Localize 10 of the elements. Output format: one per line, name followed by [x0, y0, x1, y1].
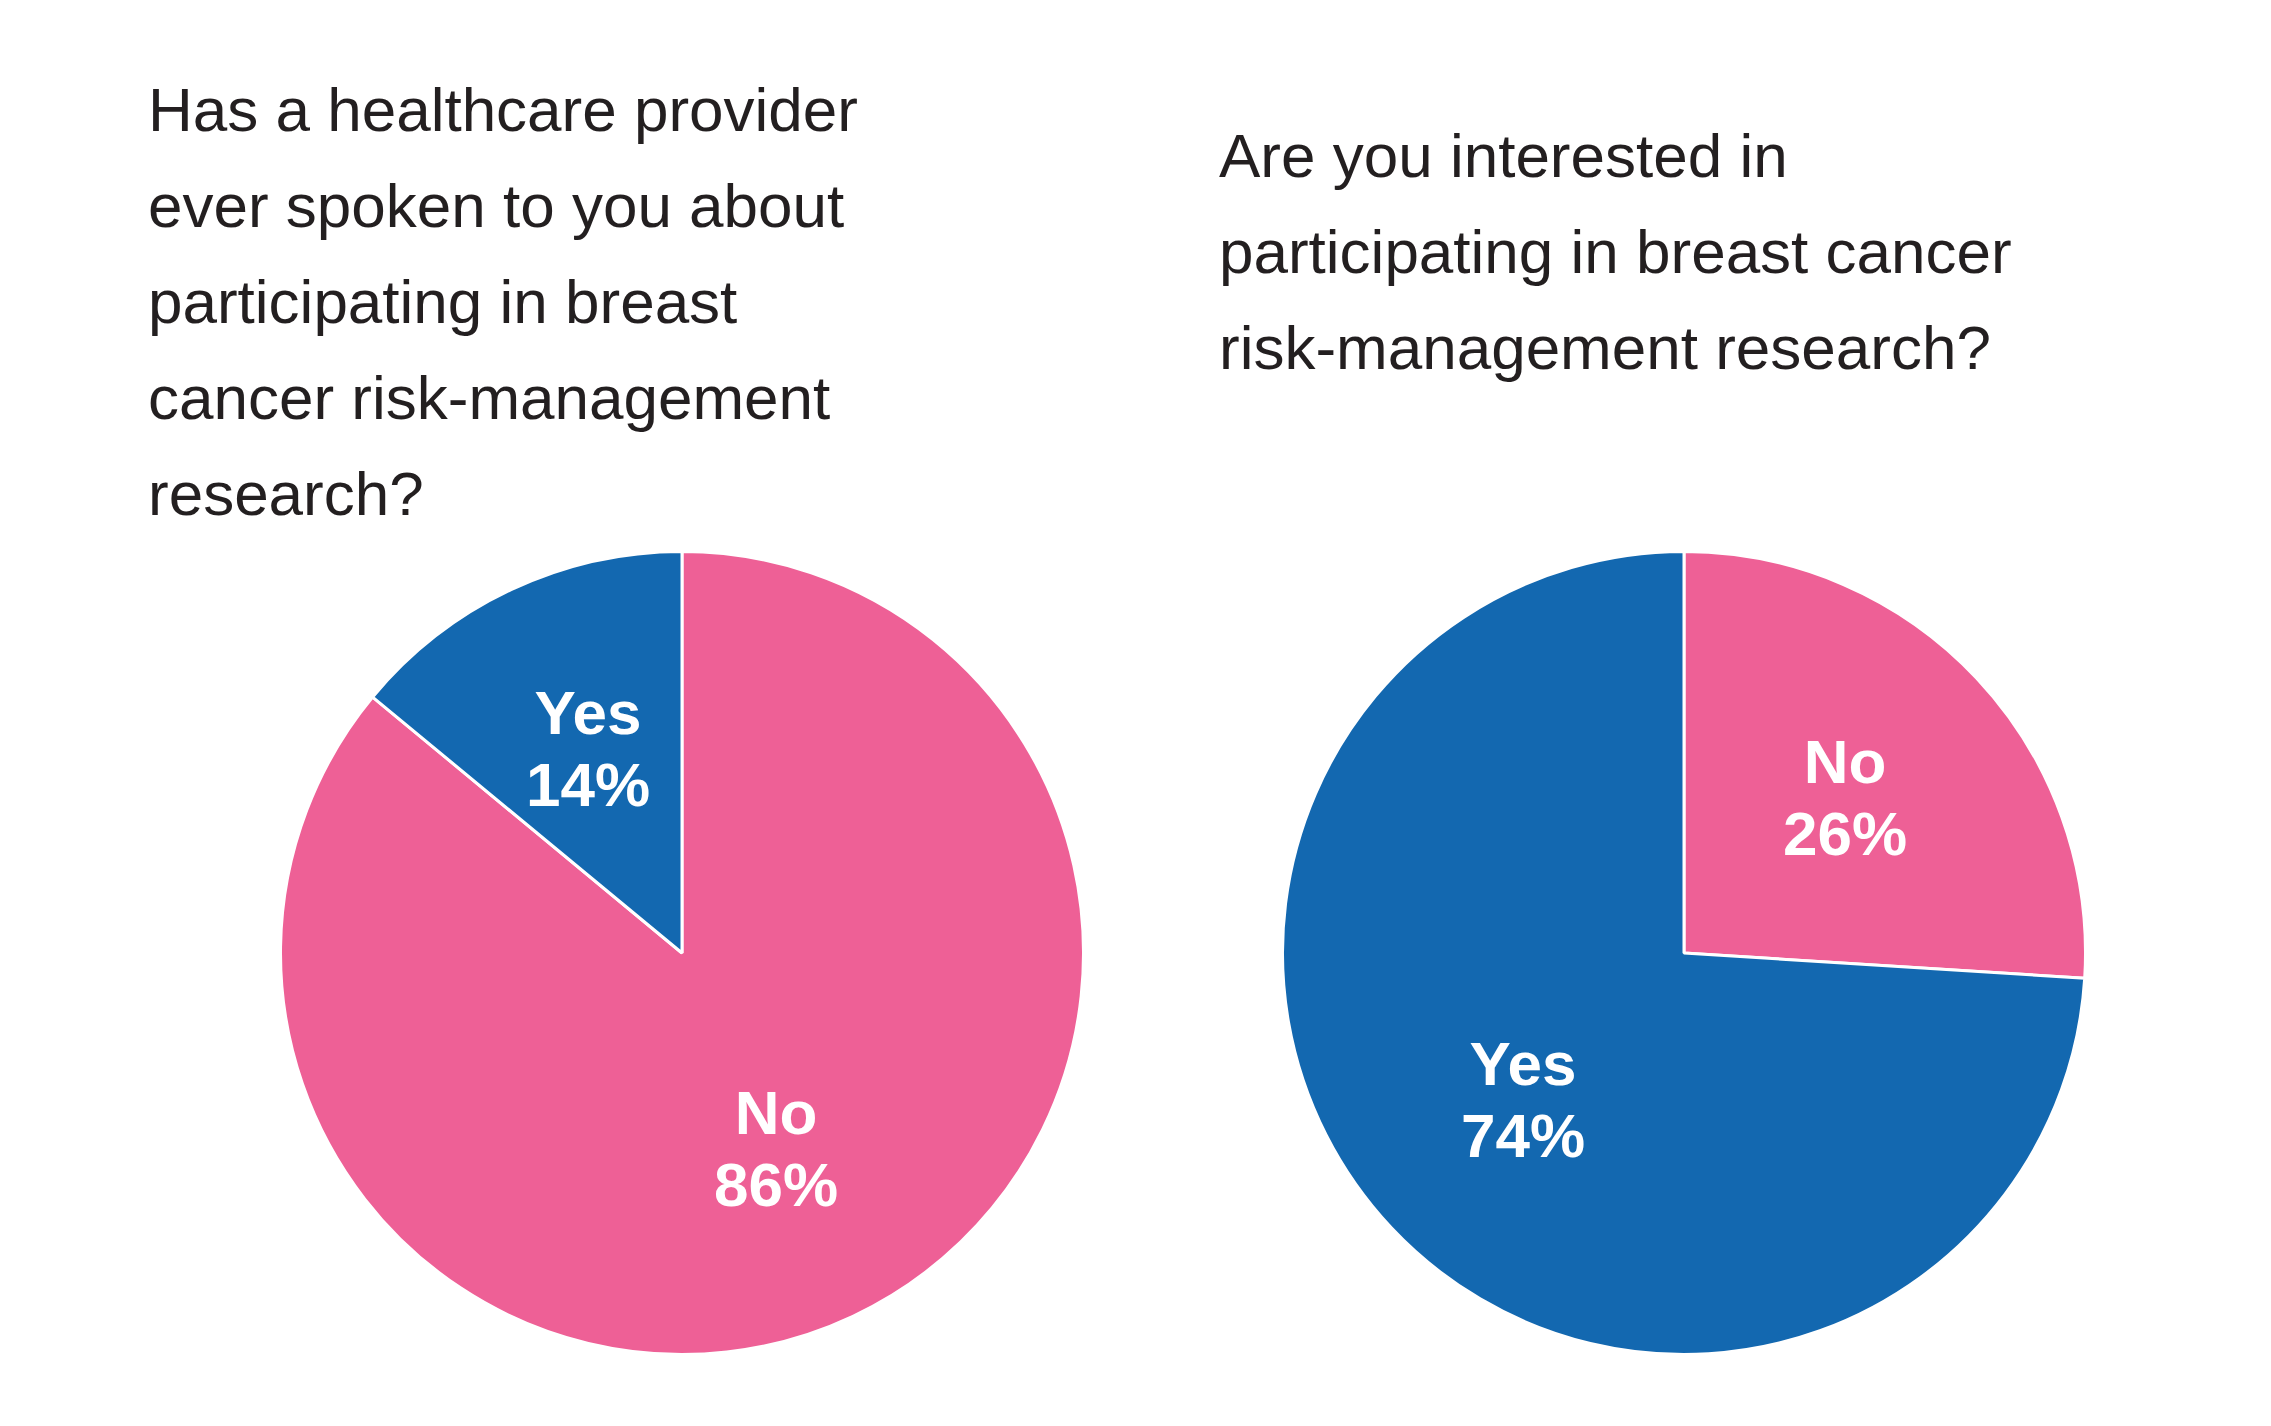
slice-label: Yes [1469, 1029, 1577, 1099]
chart-title: Are you interested in participating in breast cancer risk-management research? [1219, 120, 2013, 384]
data-label: 86% [713, 1149, 839, 1219]
data-label: 14% [525, 750, 651, 820]
slice-label: No [1803, 726, 1887, 796]
chart-title: Has a healthcare provider ever spoken to you about participating in breast cancer risk-management research? [148, 74, 859, 530]
data-label: 74% [1460, 1101, 1586, 1171]
slice-label: Yes [534, 678, 642, 748]
data-label: 26% [1782, 798, 1908, 868]
slice-label: No [734, 1077, 818, 1147]
